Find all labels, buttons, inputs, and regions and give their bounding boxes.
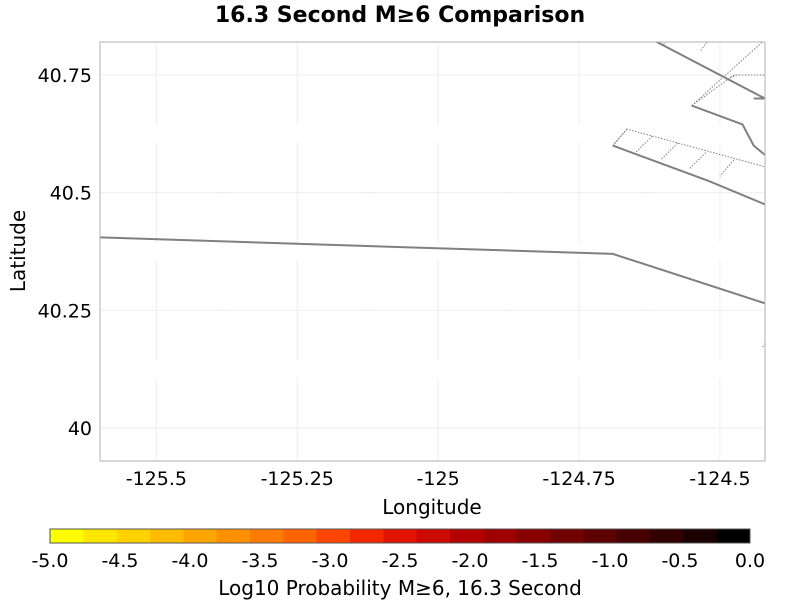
colorbar-tick-label: 0.0 xyxy=(735,550,765,572)
colorbar-tick-label: -3.5 xyxy=(241,550,278,572)
x-axis-ticks: -125.5 -125.25 -125 -124.75 -124.5 xyxy=(126,468,751,490)
fault-hatch xyxy=(635,135,653,153)
y-axis-ticks: 40.75 40.5 40.25 40 xyxy=(38,65,92,440)
x-axis-label: Longitude xyxy=(382,495,481,519)
x-tick-label: -124.75 xyxy=(542,468,615,490)
fault-trace-dotted xyxy=(691,74,765,107)
colorbar-swatch xyxy=(550,529,584,543)
colorbar-swatch xyxy=(250,529,284,543)
colorbar-tick-label: -2.5 xyxy=(381,550,418,572)
colorbar-tick-label: -1.0 xyxy=(591,550,628,572)
plot-border xyxy=(99,41,766,462)
colorbar-swatch xyxy=(350,529,384,543)
colorbar-swatch xyxy=(616,529,651,543)
colorbar-swatch xyxy=(316,529,351,543)
fault-trace-solid xyxy=(654,42,765,100)
colorbar-swatch xyxy=(383,529,418,543)
colorbar-swatch xyxy=(683,529,718,543)
colorbar-tick-label: -4.5 xyxy=(101,550,138,572)
y-axis-label: Latitude xyxy=(6,210,30,292)
colorbar-swatch xyxy=(183,529,218,543)
fault-trace-solid xyxy=(612,144,765,206)
fault-trace-solid xyxy=(691,104,765,156)
colorbar-tick-label: -4.0 xyxy=(171,550,208,572)
x-tick-label: -125 xyxy=(417,468,460,490)
colorbar-swatch xyxy=(716,529,751,543)
colorbar-swatch xyxy=(450,529,484,543)
fault-hatch xyxy=(660,142,678,161)
plot-frame xyxy=(100,42,765,461)
colorbar-swatch xyxy=(116,529,151,543)
fault-hatch xyxy=(699,42,708,52)
colorbar-label: Log10 Probability M≥6, 16.3 Second xyxy=(218,576,582,600)
colorbar-swatch xyxy=(216,529,251,543)
colorbar-tick-label: -3.0 xyxy=(311,550,348,572)
colorbar-ticks: -5.0 -4.5 -4.0 -3.5 -3.0 -2.5 -2.0 -1.5 -1.0 -0.5… xyxy=(31,550,765,572)
plot-area xyxy=(99,41,766,462)
colorbar-tick-label: -0.5 xyxy=(661,550,698,572)
fault-hatch xyxy=(663,42,668,45)
y-tick-label: 40.5 xyxy=(50,183,92,205)
x-tick-label: -125.5 xyxy=(126,468,187,490)
colorbar-tick-label: -2.0 xyxy=(451,550,488,572)
colorbar-tick-label: -1.5 xyxy=(521,550,558,572)
y-tick-label: 40 xyxy=(68,418,92,440)
chart-title: 16.3 Second M≥6 Comparison xyxy=(215,3,585,28)
fault-trace-dotted xyxy=(691,42,764,106)
fault-hatch xyxy=(725,74,738,81)
colorbar-border xyxy=(49,528,751,544)
colorbar: -5.0 -4.5 -4.0 -3.5 -3.0 -2.5 -2.0 -1.5 -1.0 -0.5… xyxy=(31,528,765,600)
x-tick-label: -125.25 xyxy=(261,468,334,490)
fault-hatch xyxy=(688,152,707,170)
colorbar-swatch xyxy=(483,529,518,543)
grid-layer xyxy=(100,42,765,461)
colorbar-swatch xyxy=(583,529,618,543)
colorbar-swatch xyxy=(650,529,684,543)
fault-layer xyxy=(100,42,765,349)
colorbar-tick-label: -5.0 xyxy=(31,550,68,572)
fault-hatch xyxy=(719,159,735,177)
fault-trace-solid xyxy=(100,236,765,305)
fault-hatch xyxy=(612,128,628,146)
colorbar-swatch xyxy=(50,529,84,543)
y-tick-label: 40.25 xyxy=(38,300,92,322)
colorbar-swatch xyxy=(416,529,451,543)
colorbar-swatches xyxy=(50,529,751,543)
colorbar-swatch xyxy=(283,529,318,543)
x-tick-label: -124.5 xyxy=(689,468,750,490)
colorbar-swatch xyxy=(150,529,184,543)
colorbar-swatch xyxy=(83,529,118,543)
y-tick-label: 40.75 xyxy=(38,65,92,87)
colorbar-swatch xyxy=(516,529,551,543)
